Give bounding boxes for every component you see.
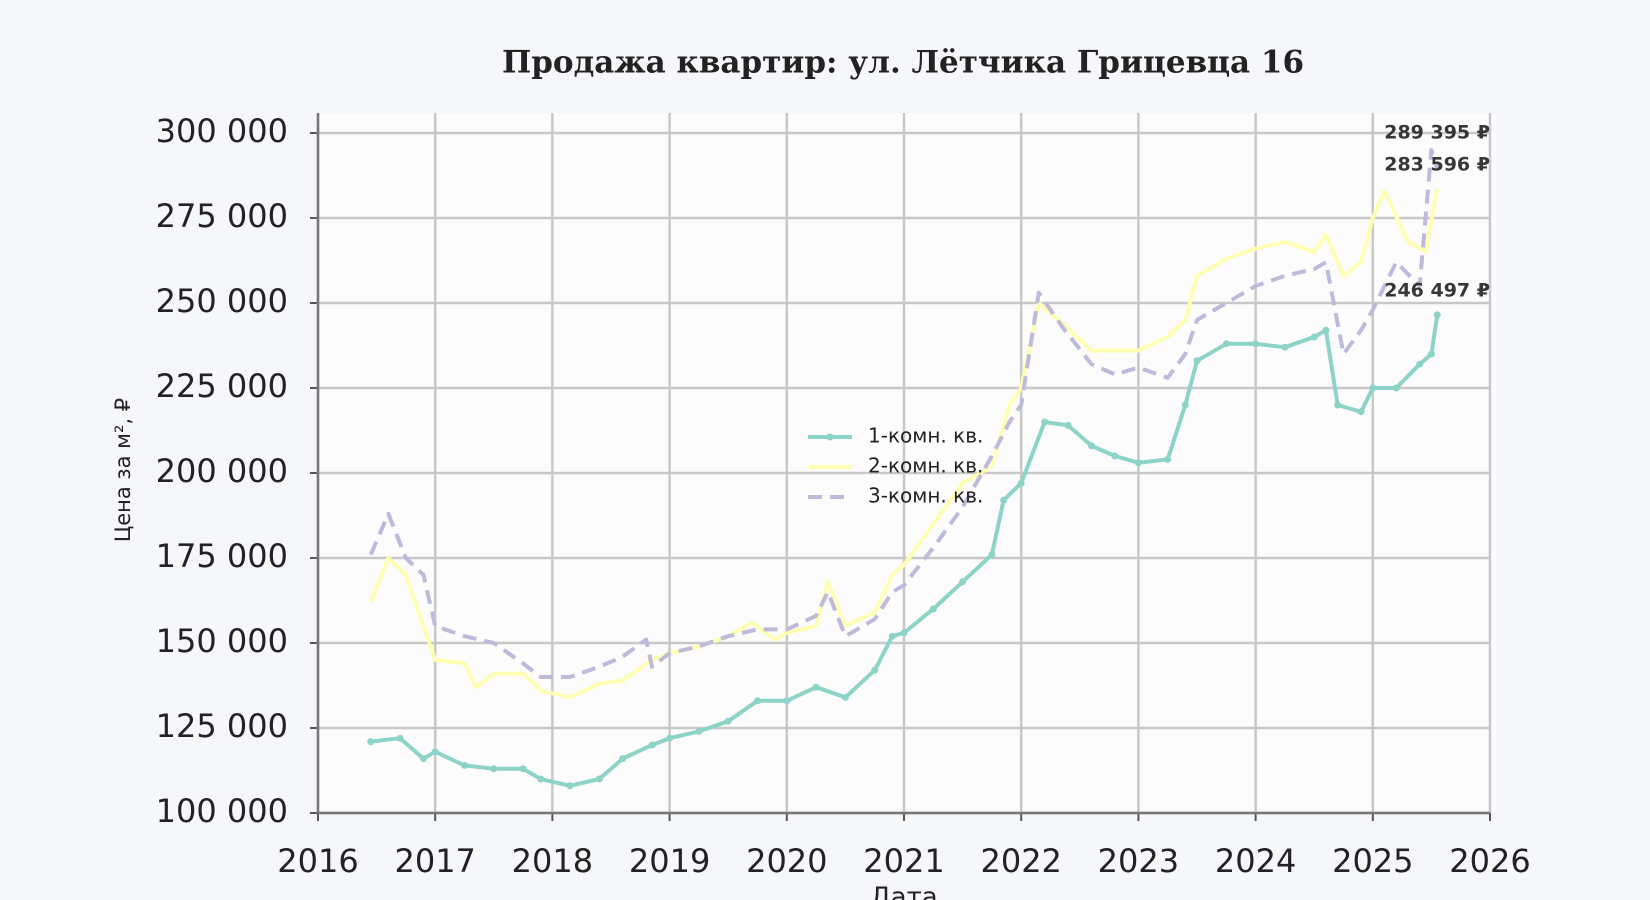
point [1017,479,1025,487]
x-tick-label: 2023 [1098,842,1179,880]
point [988,551,996,559]
point [888,632,896,640]
legend-label: 3-комн. кв. [868,484,983,508]
point [871,666,879,674]
x-axis-label: Дата [870,883,937,900]
point [1134,459,1142,467]
point [1310,333,1318,341]
point [595,775,603,783]
point [619,755,627,763]
x-tick-label: 2016 [277,842,358,880]
point [841,693,849,701]
point [461,761,468,769]
point [1357,408,1365,416]
x-tick-label: 2019 [629,842,710,880]
point [490,765,498,773]
point [1041,418,1049,426]
point [1193,357,1201,365]
x-tick-label: 2020 [746,842,827,880]
point [1334,401,1342,409]
y-tick-label: 300 000 [156,112,288,150]
point [1181,401,1189,409]
point [900,629,908,637]
point [959,578,967,586]
x-tick-label: 2026 [1449,842,1530,880]
series-line [368,148,1440,679]
point [695,727,703,735]
point [419,755,427,763]
point [537,775,545,783]
point [1252,340,1260,348]
point [783,697,791,705]
point [648,741,656,749]
point [1088,442,1096,450]
plot-area [318,113,1496,813]
y-tick-label: 100 000 [156,792,288,830]
y-tick-label: 150 000 [156,622,288,660]
point [519,765,527,773]
y-tick-label: 200 000 [156,452,288,490]
point [1222,340,1230,348]
point [1000,496,1008,504]
point [812,683,820,691]
point [1392,384,1400,392]
legend-label: 1-комн. кв. [868,424,983,448]
point [1369,384,1377,392]
point [929,605,937,613]
x-tick-label: 2024 [1215,842,1296,880]
point [367,738,375,746]
point [566,782,574,790]
y-tick-label: 275 000 [156,197,288,235]
x-tick-label: 2025 [1332,842,1413,880]
point [724,717,732,725]
legend-label: 2-комн. кв. [868,454,983,478]
y-tick-label: 250 000 [156,282,288,320]
point [1164,455,1172,463]
point [1416,360,1424,368]
chart-title: Продажа квартир: ул. Лётчика Грицевца 16 [502,45,1304,81]
end-label: 283 596 ₽ [1384,153,1490,175]
x-tick-label: 2022 [980,842,1061,880]
point [1111,452,1119,460]
x-tick-label: 2021 [863,842,944,880]
end-label: 246 497 ₽ [1384,279,1490,301]
y-axis-label: Цена за м², ₽ [111,398,135,542]
point [1281,343,1289,351]
point [396,734,404,742]
x-tick-label: 2017 [394,842,475,880]
point [754,697,761,705]
end-label: 289 395 ₽ [1384,122,1490,144]
y-tick-label: 125 000 [156,707,288,745]
y-tick-label: 225 000 [156,367,288,405]
point [1322,326,1330,334]
point [431,748,439,756]
point [666,734,674,742]
point [1433,311,1441,319]
series-line [368,188,1440,700]
y-tick-label: 175 000 [156,537,288,575]
point [1427,350,1435,358]
x-tick-label: 2018 [512,842,593,880]
legend-marker [826,433,834,441]
point [1064,421,1072,429]
